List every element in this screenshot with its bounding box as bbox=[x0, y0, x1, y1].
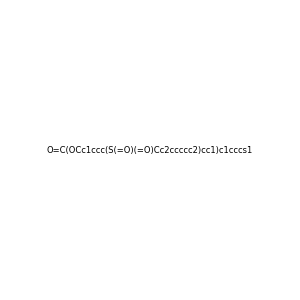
Text: O=C(OCc1ccc(S(=O)(=O)Cc2ccccc2)cc1)c1cccs1: O=C(OCc1ccc(S(=O)(=O)Cc2ccccc2)cc1)c1ccc… bbox=[47, 146, 253, 154]
